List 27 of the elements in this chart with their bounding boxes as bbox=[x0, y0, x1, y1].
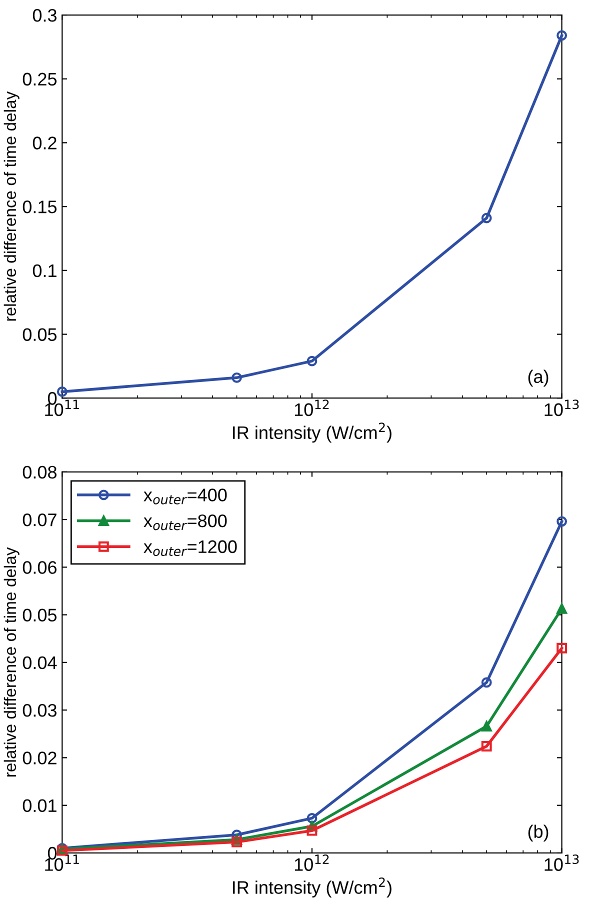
y-tick-label: 0.05 bbox=[22, 328, 57, 341]
legend-label: x$_{outer}$=1200 bbox=[144, 540, 237, 556]
y-tick-label: 0.08 bbox=[22, 466, 57, 479]
y-tick-label: 0.05 bbox=[22, 608, 57, 622]
y-tick-label: 0.03 bbox=[22, 704, 57, 717]
y-tick-label: 0.07 bbox=[22, 513, 56, 526]
y-tick-label: 0.02 bbox=[22, 752, 56, 764]
y-tick-label: 0.2 bbox=[32, 136, 56, 150]
y-tick-label: 0.01 bbox=[22, 799, 56, 812]
x-axis-title: IR intensity (W/cm$^{2}$) bbox=[233, 422, 392, 443]
x-tick-label: 10$^{12}$ bbox=[294, 854, 329, 871]
legend-label: x$_{outer}$=400 bbox=[144, 488, 227, 504]
legend-label: x$_{outer}$=800 bbox=[144, 514, 227, 530]
x-tick-label: 10$^{12}$ bbox=[294, 400, 329, 416]
y-tick-label: 0.1 bbox=[32, 264, 56, 278]
annotation: (a) bbox=[528, 370, 548, 387]
x-tick-label: 10$^{13}$ bbox=[544, 400, 579, 416]
y-tick-label: 0.3 bbox=[32, 8, 57, 22]
y-axis-title: relative difference of time delay bbox=[4, 91, 20, 321]
y-tick-label: 0.15 bbox=[22, 200, 57, 214]
annotation: (b) bbox=[528, 824, 548, 842]
y-tick-label: 0.25 bbox=[22, 72, 57, 86]
y-axis-title: relative difference of time delay bbox=[4, 547, 20, 777]
x-axis-title: IR intensity (W/cm$^{2}$) bbox=[233, 877, 392, 898]
y-tick-label: 0.04 bbox=[22, 656, 57, 670]
y-tick-label: 0.06 bbox=[22, 561, 57, 574]
x-tick-label: 10$^{13}$ bbox=[544, 854, 579, 871]
